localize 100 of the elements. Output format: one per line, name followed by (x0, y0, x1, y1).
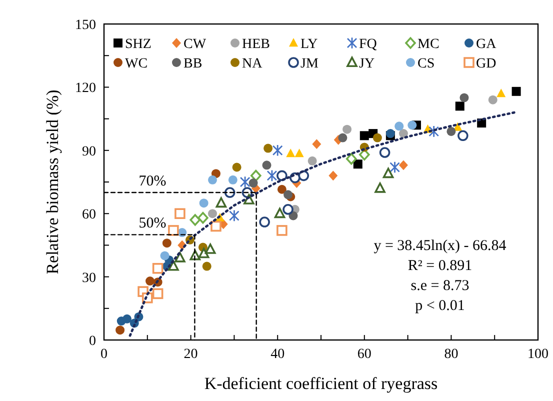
x-axis-title: K-deficient coefficient of ryegrass (204, 374, 438, 393)
point (146, 276, 155, 286)
point (162, 238, 172, 248)
point (398, 160, 408, 170)
point (312, 139, 322, 150)
legend-label: BB (184, 56, 202, 72)
point (496, 88, 506, 98)
legend-label: GD (476, 56, 496, 72)
point (264, 144, 273, 153)
point (266, 170, 278, 182)
point (276, 225, 288, 236)
legend-label: HEB (242, 37, 270, 52)
point (152, 262, 164, 274)
x-tick-label: 60 (357, 347, 372, 362)
point (174, 208, 186, 219)
point (208, 209, 217, 218)
point (308, 156, 317, 166)
point (346, 152, 357, 165)
annotation: R² = 0.891 (408, 258, 472, 274)
point (298, 170, 310, 182)
point (204, 244, 216, 254)
point (342, 124, 352, 134)
point (160, 251, 170, 260)
annotation: s.e = 8.73 (410, 278, 470, 294)
x-tick-label: 40 (270, 347, 285, 362)
point (248, 178, 258, 188)
point (488, 95, 498, 104)
point (198, 248, 210, 258)
legend-label: GA (476, 37, 498, 52)
y-tick-label: 150 (75, 18, 96, 33)
point (276, 170, 288, 182)
annotation: 50% (138, 216, 166, 232)
x-tick-label: 80 (444, 347, 458, 362)
point (394, 122, 404, 131)
x-tick-label: 0 (100, 347, 108, 362)
legend-label: CW (184, 37, 207, 52)
point (274, 208, 286, 218)
point (199, 198, 208, 208)
point (259, 216, 270, 228)
legend-label: JY (359, 56, 375, 72)
point (382, 168, 394, 178)
point (168, 225, 179, 236)
point (338, 133, 348, 142)
point (152, 288, 164, 300)
point (190, 214, 201, 226)
point (277, 184, 286, 194)
point (360, 131, 369, 140)
point (294, 148, 304, 158)
point (390, 161, 400, 174)
legend-label: NA (242, 56, 264, 72)
point (286, 148, 296, 158)
point (353, 160, 362, 169)
point (208, 175, 217, 184)
point (122, 314, 132, 324)
point (210, 220, 222, 232)
point (174, 252, 186, 262)
point (428, 125, 440, 138)
annotation: y = 38.45ln(x) - 66.84 (374, 238, 507, 254)
legend-label: JM (300, 56, 319, 72)
point (372, 133, 382, 142)
annotation: p < 0.01 (415, 298, 465, 314)
legend-label: LY (300, 37, 318, 52)
legend-label: FQ (359, 37, 377, 52)
y-tick-label: 0 (89, 334, 96, 349)
point (374, 182, 386, 193)
point (229, 210, 240, 222)
x-tick-label: 100 (528, 347, 548, 362)
point (216, 197, 227, 208)
point (512, 86, 521, 96)
y-tick-label: 30 (82, 270, 96, 286)
y-tick-label: 120 (75, 81, 96, 96)
legend-label: MC (418, 37, 440, 52)
point (250, 170, 262, 182)
point (240, 176, 250, 188)
point (460, 93, 469, 102)
point (408, 120, 417, 130)
x-tick-label: 20 (184, 347, 198, 362)
point (168, 260, 179, 271)
point (202, 262, 212, 271)
point (262, 160, 272, 170)
legend-label: WC (125, 56, 148, 72)
point (232, 162, 242, 172)
point (455, 102, 464, 111)
y-tick-label: 60 (82, 208, 96, 223)
point (284, 190, 293, 200)
legend-label: SHZ (125, 37, 152, 52)
point (198, 212, 208, 224)
point (379, 147, 390, 158)
legend-label: CS (418, 56, 435, 72)
annotation: 70% (138, 174, 166, 190)
point (398, 129, 408, 138)
y-tick-label: 90 (82, 144, 96, 160)
y-axis-title: Relative biomass yield (%) (43, 90, 62, 274)
line-series (128, 110, 518, 337)
point (228, 175, 238, 184)
point (272, 144, 283, 156)
point (458, 130, 468, 142)
point (446, 126, 456, 136)
point (116, 326, 125, 335)
point (282, 204, 294, 215)
